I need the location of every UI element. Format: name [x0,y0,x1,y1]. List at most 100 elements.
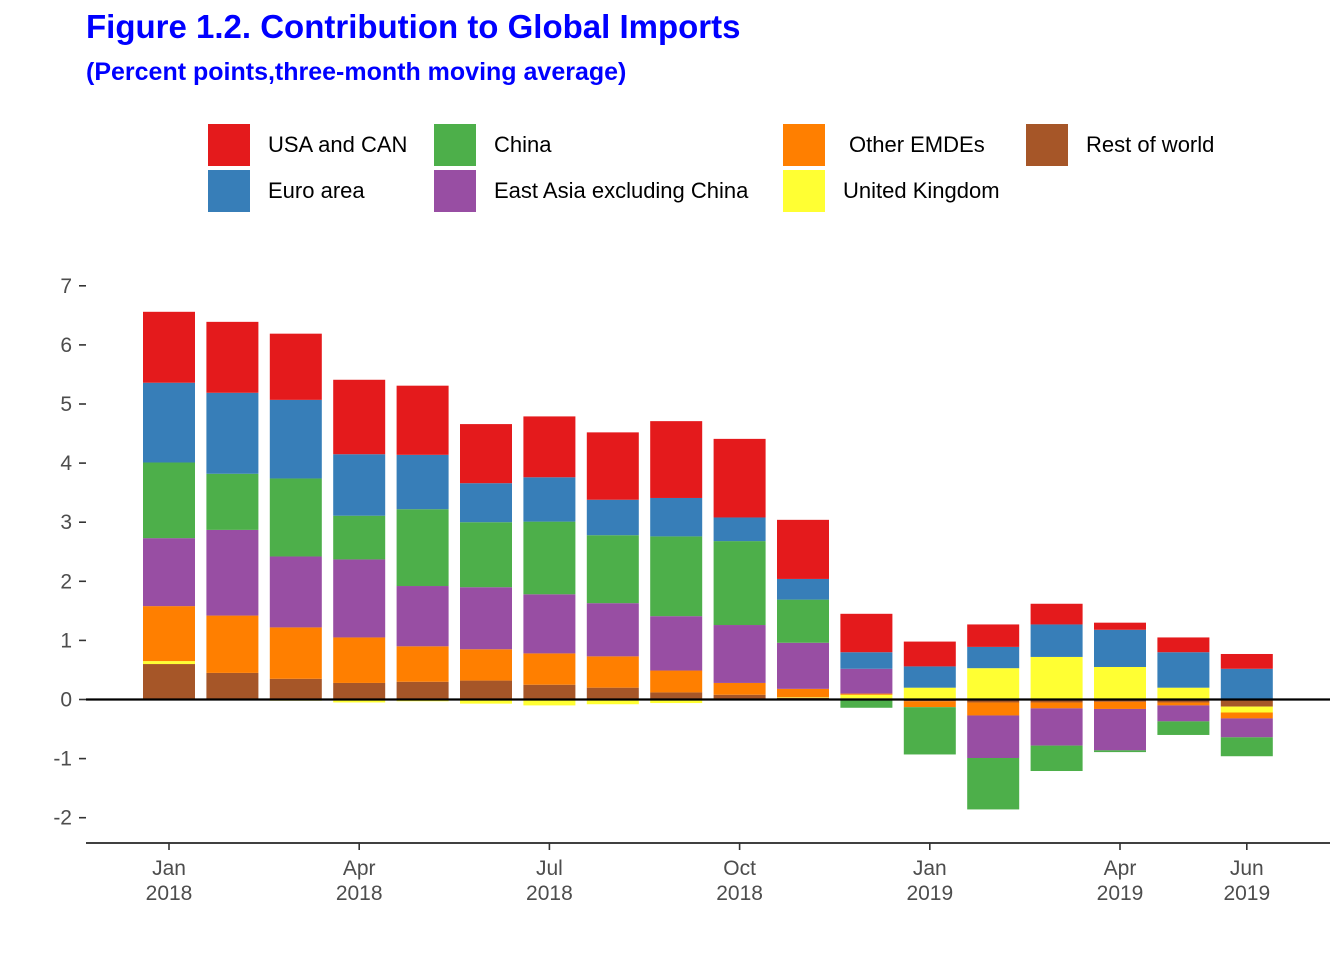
bar-euro-area-2018-10 [713,517,766,542]
y-tick-label--2: -2 [53,807,72,830]
bar-other-emdes-2018-11 [777,688,829,698]
chart-legend: USA and CAN China Other EMDEs Rest of wo… [0,0,1344,230]
bar-east-asia-excluding-china-2018-02 [206,529,259,616]
bar-united-kingdom-2019-04 [1094,667,1146,700]
bar-usa-and-can-2018-12 [840,613,893,653]
bar-euro-area-2019-03 [1030,624,1083,657]
bar-other-emdes-2019-06 [1220,712,1273,719]
bar-usa-and-can-2019-03 [1030,603,1083,625]
legend-label: USA and CAN [268,132,408,157]
legend-item-euro-area: Euro area [208,170,365,212]
bar-euro-area-2018-07 [523,477,576,522]
bar-china-2018-08 [586,535,639,604]
bar-china-2018-10 [713,541,766,626]
bar-china-2019-01 [903,707,956,755]
bar-china-2018-06 [460,522,512,588]
bar-east-asia-excluding-china-2018-07 [523,594,576,654]
bar-rest-of-world-2019-02 [967,699,1020,703]
legend-label: East Asia excluding China [494,178,749,203]
bar-other-emdes-2018-05 [396,646,449,682]
bar-usa-and-can-2018-10 [713,438,766,518]
y-tick-label-4: 4 [60,452,72,475]
bar-china-2018-02 [206,473,259,530]
bar-euro-area-2019-05 [1157,652,1210,688]
x-tick-label-month-2018-07: Jul [536,857,563,880]
bar-usa-and-can-2018-02 [206,321,259,393]
bar-rest-of-world-2018-02 [206,672,259,700]
bar-euro-area-2019-02 [967,646,1020,669]
bar-usa-and-can-2018-05 [396,385,449,455]
bar-china-2018-01 [143,462,195,539]
x-tick-label-year-2019-04: 2019 [1097,882,1144,905]
x-tick-label-year-2018-10: 2018 [716,882,763,905]
bar-euro-area-2018-08 [586,499,639,536]
bar-rest-of-world-2018-10 [713,694,766,700]
bar-other-emdes-2018-12 [840,693,893,695]
bar-east-asia-excluding-china-2018-12 [840,668,893,694]
legend-label: United Kingdom [843,178,1000,203]
bar-rest-of-world-2019-06 [1220,699,1273,707]
bar-rest-of-world-2018-04 [333,682,386,700]
legend-item-east-asia: East Asia excluding China [434,170,748,212]
bar-other-emdes-2018-03 [269,627,322,679]
bar-china-2018-11 [777,599,829,643]
x-tick-label-year-2018-04: 2018 [336,882,383,905]
bar-other-emdes-2018-06 [460,649,512,681]
bar-rest-of-world-2019-04 [1094,699,1146,702]
bar-east-asia-excluding-china-2019-02 [967,715,1020,759]
bar-other-emdes-2018-08 [586,656,639,688]
bar-other-emdes-2018-09 [650,670,703,693]
bar-united-kingdom-2019-02 [967,668,1020,700]
x-tick-label-month-2018-01: Jan [152,857,186,880]
bar-other-emdes-2018-01 [143,606,195,662]
bar-china-2019-04 [1094,750,1146,753]
bar-east-asia-excluding-china-2019-04 [1094,708,1146,751]
bar-united-kingdom-2019-05 [1157,687,1210,700]
y-tick-label-1: 1 [60,629,72,652]
y-tick-label-5: 5 [60,393,72,416]
y-tick-label-7: 7 [60,275,72,298]
bar-rest-of-world-2018-01 [143,664,195,700]
bar-east-asia-excluding-china-2018-10 [713,625,766,683]
legend-item-united-kingdom: United Kingdom [783,170,1000,212]
bar-euro-area-2018-05 [396,454,449,510]
bar-united-kingdom-2018-08 [586,699,639,705]
bar-china-2018-05 [396,509,449,587]
bar-other-emdes-2019-02 [967,702,1020,716]
bar-united-kingdom-2018-12 [840,694,893,699]
bar-rest-of-world-2018-06 [460,680,512,700]
bar-rest-of-world-2018-09 [650,692,703,700]
chart-title: Figure 1.2. Contribution to Global Impor… [86,8,741,45]
bar-usa-and-can-2018-11 [777,519,829,579]
legend-swatch [208,170,250,212]
bar-usa-and-can-2019-02 [967,624,1020,647]
bar-usa-and-can-2018-07 [523,416,576,478]
bar-united-kingdom-2018-04 [333,699,386,703]
x-tick-label-year-2019-06: 2019 [1223,882,1270,905]
bar-east-asia-excluding-china-2019-05 [1157,705,1210,722]
legend-swatch [783,124,825,166]
legend-swatch [434,124,476,166]
chart-subtitle: (Percent points,three-month moving avera… [86,58,627,86]
bar-other-emdes-2018-04 [333,637,386,683]
bar-usa-and-can-2019-05 [1157,637,1210,653]
bar-east-asia-excluding-china-2018-09 [650,616,703,671]
bar-other-emdes-2018-10 [713,682,766,695]
legend-swatch [1026,124,1068,166]
bar-other-emdes-2018-02 [206,615,259,673]
bar-usa-and-can-2018-09 [650,421,703,498]
bar-united-kingdom-2019-06 [1220,706,1273,713]
bar-united-kingdom-2018-01 [143,661,195,665]
legend-swatch [434,170,476,212]
bar-united-kingdom-2018-11 [777,697,829,698]
bar-united-kingdom-2019-03 [1030,656,1083,700]
bar-euro-area-2019-04 [1094,629,1146,667]
y-tick-label-0: 0 [60,689,72,712]
bar-rest-of-world-2018-05 [396,681,449,700]
bar-east-asia-excluding-china-2018-06 [460,587,512,650]
y-tick-label--1: -1 [53,748,72,771]
bar-east-asia-excluding-china-2018-11 [777,642,829,689]
bar-euro-area-2018-11 [777,578,829,600]
bar-china-2018-04 [333,515,386,560]
